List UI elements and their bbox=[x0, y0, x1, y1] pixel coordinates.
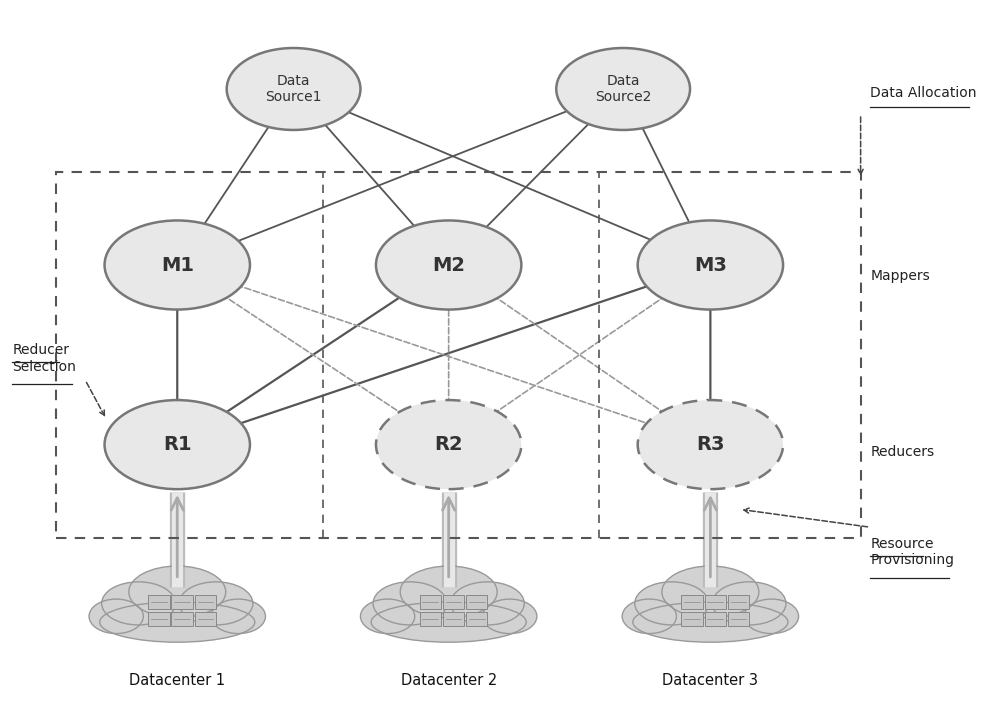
Bar bbox=[171, 595, 193, 609]
Ellipse shape bbox=[371, 602, 526, 642]
Text: Datacenter 2: Datacenter 2 bbox=[401, 673, 497, 688]
Ellipse shape bbox=[360, 599, 415, 634]
Ellipse shape bbox=[712, 582, 786, 625]
Text: M2: M2 bbox=[432, 256, 465, 274]
Ellipse shape bbox=[373, 582, 447, 625]
Text: R3: R3 bbox=[696, 435, 725, 454]
Ellipse shape bbox=[102, 582, 175, 625]
Ellipse shape bbox=[662, 566, 759, 618]
Ellipse shape bbox=[105, 400, 250, 489]
Text: Reducers: Reducers bbox=[870, 445, 934, 459]
Bar bbox=[466, 595, 487, 609]
Ellipse shape bbox=[376, 400, 521, 489]
Bar bbox=[195, 612, 216, 626]
Text: Data
Source1: Data Source1 bbox=[265, 74, 322, 104]
Bar bbox=[681, 612, 703, 626]
Text: Datacenter 3: Datacenter 3 bbox=[662, 673, 758, 688]
Bar bbox=[148, 612, 170, 626]
Ellipse shape bbox=[100, 602, 255, 642]
Text: M1: M1 bbox=[161, 256, 194, 274]
Ellipse shape bbox=[105, 221, 250, 310]
Ellipse shape bbox=[744, 599, 799, 634]
Ellipse shape bbox=[211, 599, 265, 634]
Text: M3: M3 bbox=[694, 256, 727, 274]
Ellipse shape bbox=[129, 566, 226, 618]
Bar bbox=[443, 612, 464, 626]
Ellipse shape bbox=[633, 602, 788, 642]
Bar bbox=[443, 595, 464, 609]
Bar bbox=[728, 612, 749, 626]
Ellipse shape bbox=[451, 582, 524, 625]
Text: Datacenter 1: Datacenter 1 bbox=[129, 673, 225, 688]
Text: Resource
Provisioning: Resource Provisioning bbox=[870, 537, 954, 568]
Text: Reducer
Selection: Reducer Selection bbox=[12, 343, 76, 374]
Bar bbox=[195, 595, 216, 609]
Ellipse shape bbox=[227, 48, 360, 130]
Bar bbox=[420, 612, 441, 626]
Bar bbox=[681, 595, 703, 609]
Text: Mappers: Mappers bbox=[870, 269, 930, 283]
Text: Data Allocation: Data Allocation bbox=[870, 85, 977, 100]
Bar bbox=[420, 595, 441, 609]
Ellipse shape bbox=[622, 599, 676, 634]
Bar bbox=[705, 612, 726, 626]
Bar bbox=[466, 612, 487, 626]
Ellipse shape bbox=[400, 566, 497, 618]
Text: R2: R2 bbox=[434, 435, 463, 454]
Ellipse shape bbox=[638, 221, 783, 310]
Ellipse shape bbox=[638, 400, 783, 489]
Ellipse shape bbox=[556, 48, 690, 130]
Bar bbox=[705, 595, 726, 609]
Text: R1: R1 bbox=[163, 435, 192, 454]
Bar bbox=[148, 595, 170, 609]
Ellipse shape bbox=[376, 221, 521, 310]
Ellipse shape bbox=[179, 582, 253, 625]
Bar bbox=[728, 595, 749, 609]
Ellipse shape bbox=[635, 582, 708, 625]
Ellipse shape bbox=[89, 599, 143, 634]
Bar bbox=[171, 612, 193, 626]
Ellipse shape bbox=[483, 599, 537, 634]
Text: Data
Source2: Data Source2 bbox=[595, 74, 651, 104]
